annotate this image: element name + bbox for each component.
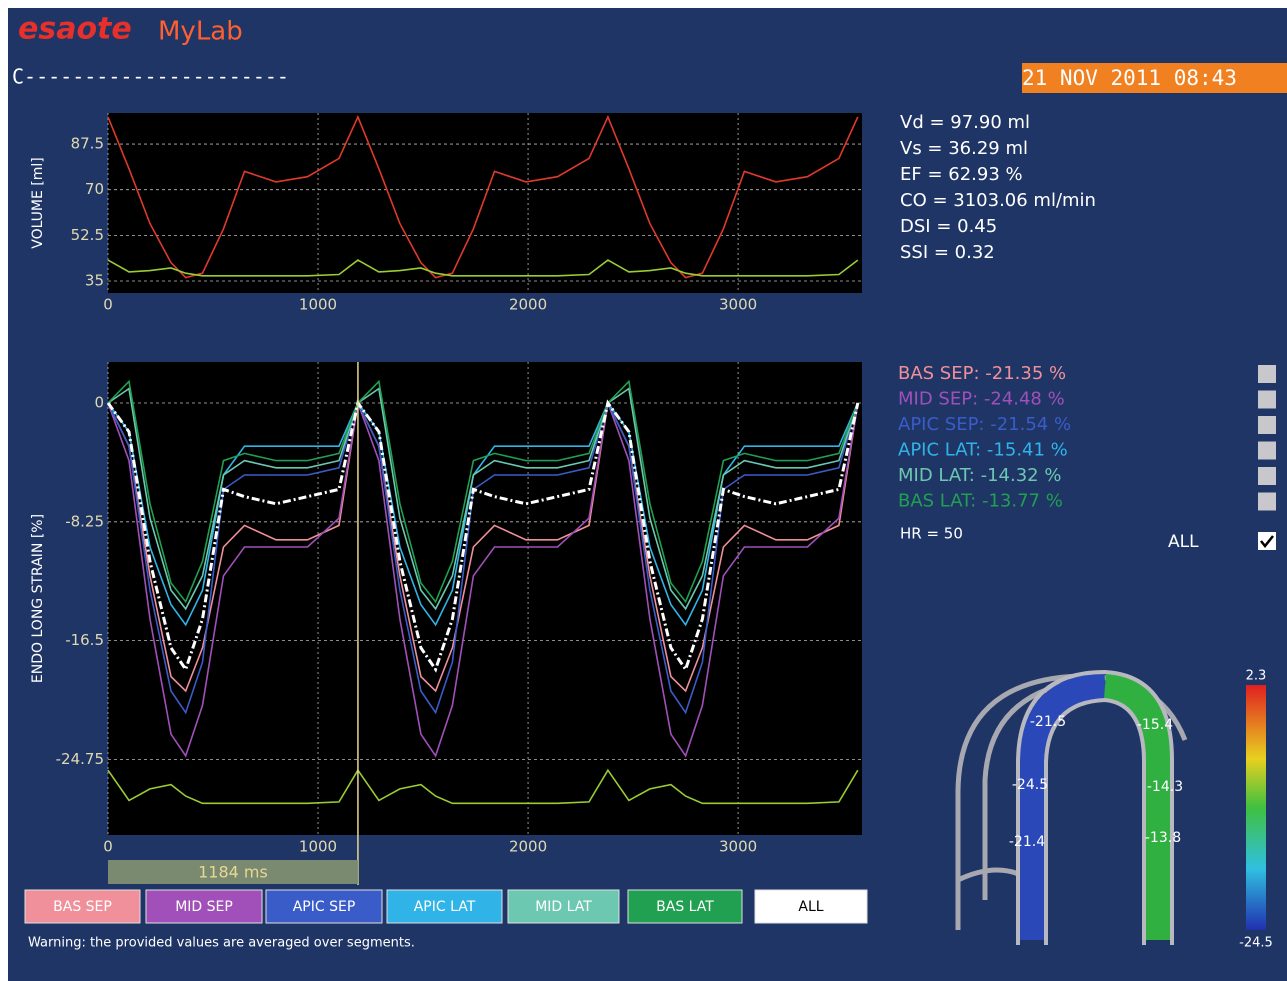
strain-result: BAS SEP: -21.35 %: [898, 363, 1066, 384]
colorbar: [1246, 685, 1266, 930]
colorbar-min: -24.5: [1239, 936, 1273, 951]
volume-result: Vd = 97.90 ml: [900, 112, 1030, 133]
segment-button-label: MID LAT: [535, 899, 592, 915]
plot-area: [108, 362, 862, 835]
volume-result: Vs = 36.29 ml: [900, 138, 1028, 159]
y-tick-label: 0: [94, 394, 104, 412]
y-tick-label: -24.75: [56, 750, 104, 768]
segment-button-label: BAS SEP: [53, 899, 112, 915]
logo: esaote: [18, 12, 132, 47]
strain-result: MID LAT: -14.32 %: [898, 465, 1061, 486]
datetime: 21 NOV 2011 08:43: [1022, 66, 1237, 90]
checkbox[interactable]: [1258, 467, 1276, 485]
x-tick-label: 1000: [299, 838, 337, 856]
all-button-label: ALL: [798, 899, 823, 915]
strain-result: APIC LAT: -15.41 %: [898, 440, 1068, 461]
segment-value: -15.4: [1137, 717, 1173, 733]
x-tick-label: 2000: [509, 838, 547, 856]
warning: Warning: the provided values are average…: [28, 936, 415, 951]
checkbox[interactable]: [1258, 416, 1276, 434]
volume-result: SSI = 0.32: [900, 242, 995, 263]
checkbox[interactable]: [1258, 493, 1276, 511]
volume-result: CO = 3103.06 ml/min: [900, 190, 1096, 211]
segment-value: -14.3: [1147, 779, 1183, 795]
patient-line: C----------------------: [12, 65, 289, 89]
x-tick-label: 0: [103, 296, 113, 314]
x-tick-label: 3000: [719, 296, 757, 314]
checkbox[interactable]: [1258, 391, 1276, 409]
segment-button-label: APIC LAT: [414, 899, 476, 915]
y-tick-label: -16.5: [65, 631, 104, 649]
checkbox[interactable]: [1258, 365, 1276, 383]
volume-result: DSI = 0.45: [900, 216, 997, 237]
y-tick-label: -8.25: [65, 512, 104, 530]
y-tick-label: 87.5: [71, 135, 104, 153]
y-tick-label: 35: [85, 272, 104, 290]
strain-result: APIC SEP: -21.54 %: [898, 414, 1071, 435]
strain-result: BAS LAT: -13.77 %: [898, 491, 1063, 512]
plot-area: [108, 113, 862, 293]
screen: esaote MyLab C---------------------- 21 …: [0, 0, 1287, 981]
segment-value: -21.4: [1009, 834, 1045, 850]
all-label: ALL: [1168, 532, 1199, 552]
x-tick-label: 0: [103, 838, 113, 856]
segment-button-label: APIC SEP: [293, 899, 356, 915]
segment-button-label: MID SEP: [175, 899, 233, 915]
x-tick-label: 3000: [719, 838, 757, 856]
colorbar-max: 2.3: [1246, 669, 1267, 684]
checkbox[interactable]: [1258, 442, 1276, 460]
strain-result: MID SEP: -24.48 %: [898, 389, 1065, 410]
segment-value: -24.5: [1012, 777, 1048, 793]
x-tick-label: 1000: [299, 296, 337, 314]
segment-value: -21.5: [1030, 714, 1066, 730]
checkbox[interactable]: [1258, 532, 1276, 550]
segment-button-label: BAS LAT: [656, 899, 714, 915]
y-axis-label: VOLUME [ml]: [30, 157, 46, 249]
y-tick-label: 52.5: [71, 226, 104, 244]
x-tick-label: 2000: [509, 296, 547, 314]
segment-value: -13.8: [1145, 830, 1181, 846]
product: MyLab: [158, 17, 243, 47]
interval-label: 1184 ms: [198, 863, 268, 882]
volume-result: EF = 62.93 %: [900, 164, 1023, 185]
heart-rate: HR = 50: [900, 525, 963, 543]
y-tick-label: 70: [85, 180, 104, 198]
y-axis-label: ENDO LONG STRAIN [%]: [30, 514, 46, 683]
